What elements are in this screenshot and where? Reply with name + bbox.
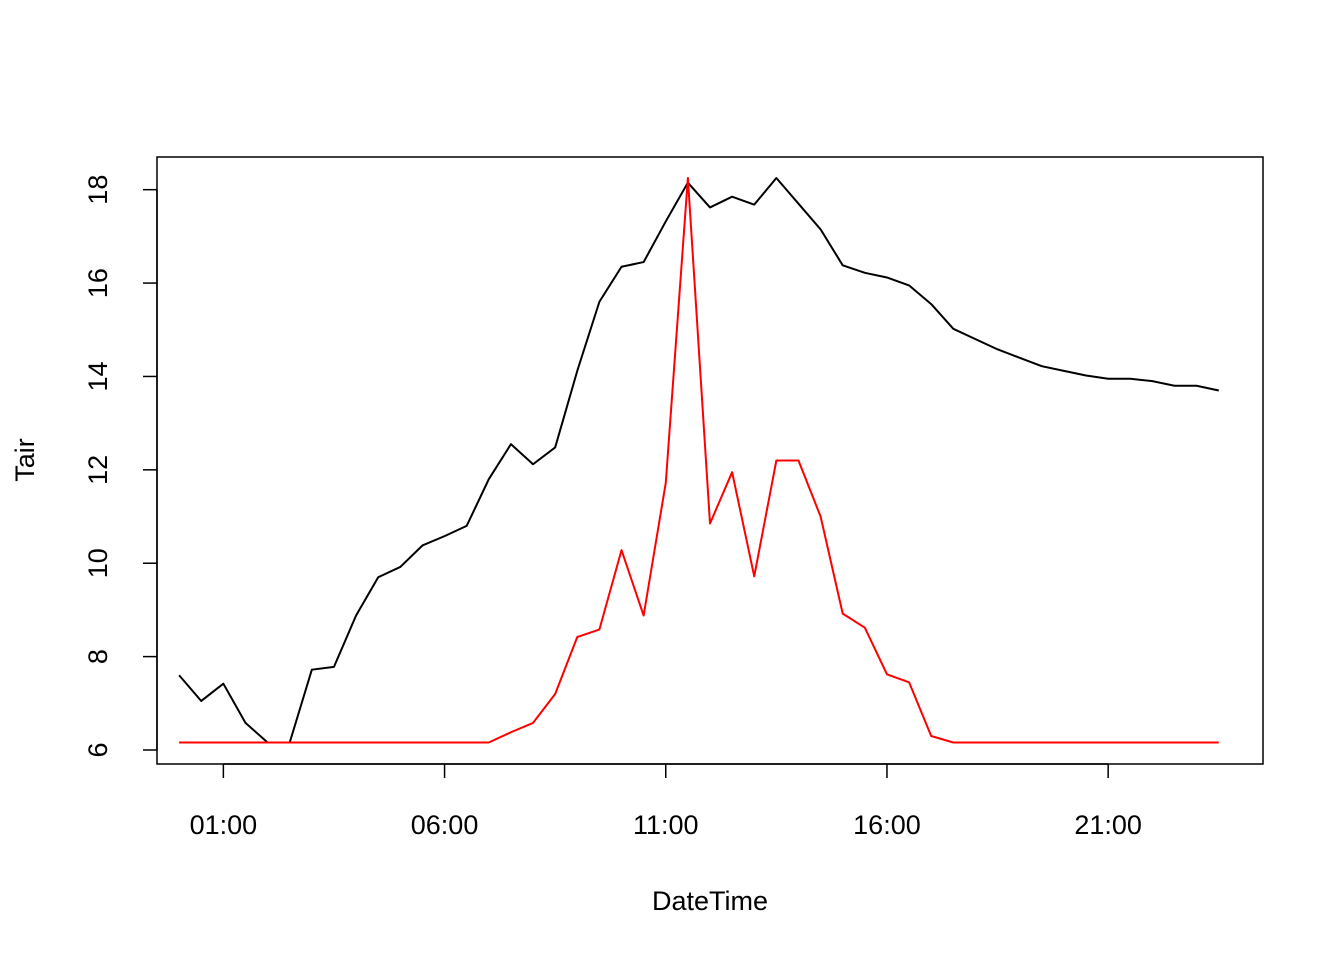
y-tick-label: 8 [83,649,113,664]
y-tick-label: 14 [83,361,113,391]
x-tick-label: 21:00 [1074,810,1142,840]
x-tick-label: 01:00 [190,810,258,840]
series-line-1 [178,177,1219,744]
x-axis-title: DateTime [652,886,768,916]
x-tick-label: 16:00 [853,810,921,840]
y-tick-label: 12 [83,455,113,485]
y-tick-label: 6 [83,742,113,757]
y-axis: 6 8 10 12 14 16 18 [83,175,158,758]
series-layer [178,177,1219,744]
plot-frame [156,156,1264,765]
y-tick-label: 18 [83,175,113,205]
y-tick-label: 16 [83,268,113,298]
x-tick-label: 11:00 [633,810,699,840]
x-tick-label: 06:00 [411,810,479,840]
x-axis: 01:00 06:00 11:00 16:00 21:00 [190,763,1142,840]
series-line-2 [179,177,1219,744]
y-tick-label: 10 [83,548,113,578]
y-axis-title: Tair [10,438,40,482]
